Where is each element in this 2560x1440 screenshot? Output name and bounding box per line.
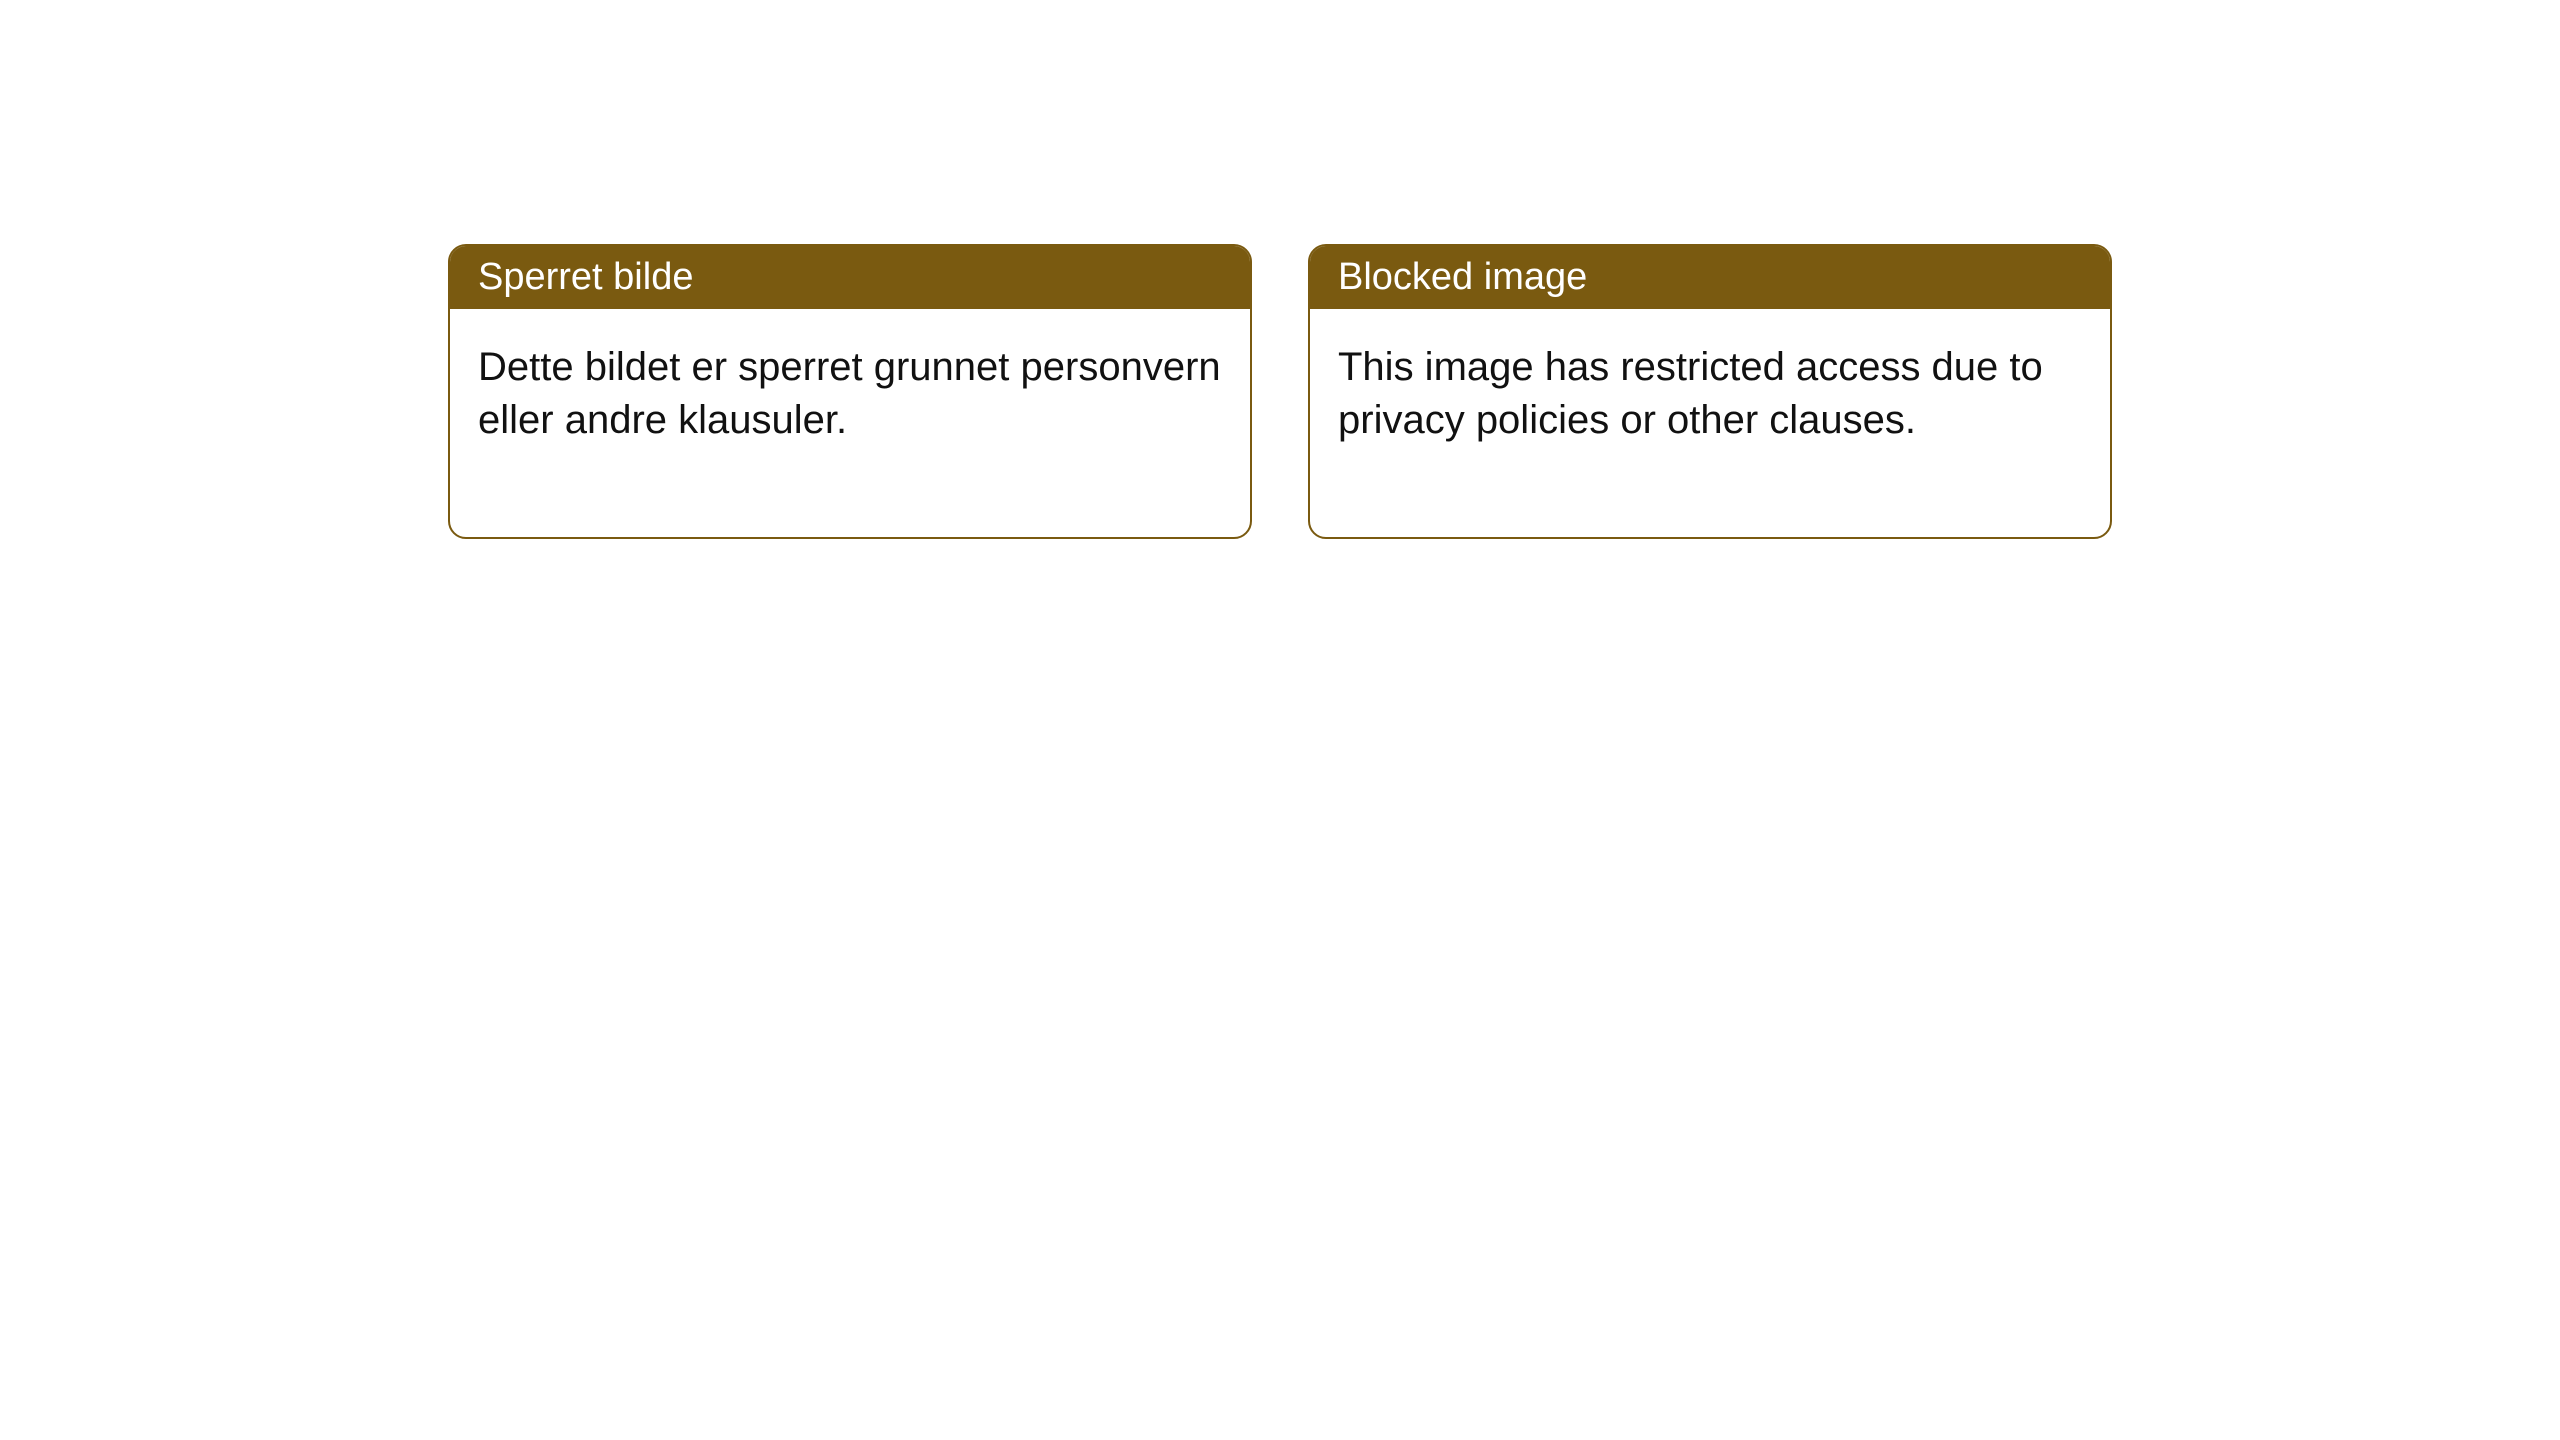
notice-title: Sperret bilde (478, 256, 693, 298)
notice-body-text: This image has restricted access due to … (1338, 345, 2043, 442)
notice-card-english: Blocked image This image has restricted … (1308, 244, 2112, 539)
notice-title: Blocked image (1338, 256, 1587, 298)
notice-header: Sperret bilde (450, 246, 1250, 309)
notice-body: Dette bildet er sperret grunnet personve… (450, 309, 1250, 537)
notice-body-text: Dette bildet er sperret grunnet personve… (478, 345, 1221, 442)
notice-body: This image has restricted access due to … (1310, 309, 2110, 537)
notice-container: Sperret bilde Dette bildet er sperret gr… (0, 0, 2560, 539)
notice-card-norwegian: Sperret bilde Dette bildet er sperret gr… (448, 244, 1252, 539)
notice-header: Blocked image (1310, 246, 2110, 309)
